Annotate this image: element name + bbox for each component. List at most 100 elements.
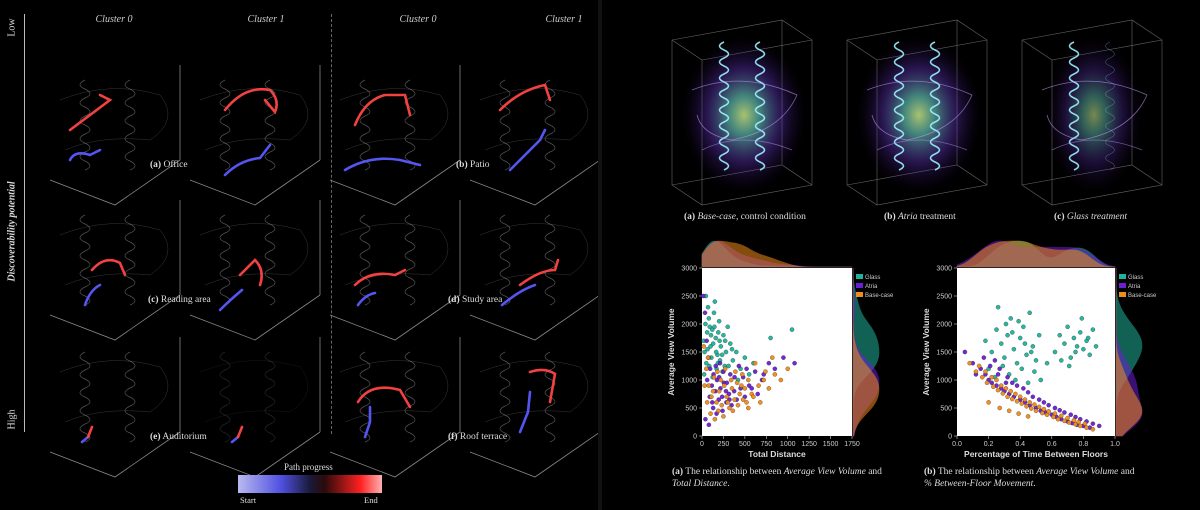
x-tick-label: 1750 — [844, 441, 860, 448]
scatter-point — [752, 369, 758, 374]
scatter-point — [785, 366, 790, 372]
scatter-point — [752, 360, 758, 366]
scatter-point — [1014, 383, 1020, 388]
scatter-point — [711, 374, 717, 380]
x-tick-label: 1250 — [801, 441, 817, 448]
scatter-point — [730, 408, 736, 414]
scatter-legend: Glass Atria Base-case — [1119, 274, 1157, 299]
y-tick-label: 0 — [693, 434, 697, 441]
volume-render-cube — [846, 19, 988, 206]
discoverability-axis-line — [24, 14, 25, 432]
background-trace — [199, 88, 309, 151]
scatter-point — [723, 349, 729, 355]
scatter-point — [1046, 409, 1051, 414]
path-end-segment — [86, 425, 94, 439]
scatter-point — [1021, 324, 1026, 330]
trajectory-panel — [189, 337, 321, 478]
movement-trace — [691, 80, 798, 141]
scatter-point — [701, 293, 706, 299]
scatter-point — [1081, 346, 1086, 352]
trajectory-figure: Low High Discoverability potential Clust… — [0, 0, 598, 510]
path-density-glow — [857, 37, 981, 193]
staircase-helix — [929, 41, 941, 171]
scatter-point — [703, 416, 708, 422]
scatter-point — [778, 377, 784, 383]
caption-reading-area: (c) Reading area — [148, 295, 211, 305]
scatter-point — [706, 316, 712, 321]
scatter-point — [1038, 377, 1043, 383]
scatter-point — [702, 310, 708, 316]
scatter-point — [1040, 410, 1045, 416]
movement-trace — [876, 139, 968, 151]
scatter-point — [1068, 412, 1073, 417]
density-curve — [956, 240, 1116, 268]
scatter-point — [1090, 427, 1096, 432]
background-trace — [499, 214, 511, 306]
scatter-point — [1065, 324, 1070, 330]
staircase-helix — [754, 41, 766, 171]
scatter-point — [1003, 386, 1009, 391]
y-tick-label: 2500 — [936, 294, 952, 301]
background-trace — [544, 214, 556, 306]
scatter-point — [735, 402, 741, 408]
scatter-point — [789, 327, 795, 332]
scatter-point — [722, 383, 727, 388]
scatter-point — [976, 363, 982, 369]
scatter-point — [724, 380, 730, 386]
path-end-segment — [90, 258, 127, 277]
scatter-point — [1059, 358, 1064, 363]
scatter-point — [1071, 335, 1077, 341]
staircase-helix — [893, 41, 905, 171]
scatter-point — [1021, 386, 1026, 391]
scatter-point — [1066, 420, 1072, 425]
scatter-point — [725, 324, 730, 330]
scatter-point — [719, 402, 724, 408]
path-end-segment — [353, 93, 412, 127]
scatter-point — [708, 344, 713, 349]
scatter-point — [704, 338, 709, 344]
scatter-point — [758, 400, 763, 405]
legend-entry: Glass — [865, 275, 880, 281]
scatter-point — [1078, 423, 1083, 429]
scatter-point — [1022, 397, 1028, 402]
scatter-point — [709, 394, 714, 400]
scatter-point — [1041, 400, 1047, 405]
scatter-point — [721, 332, 726, 338]
series-base-case — [967, 360, 1096, 432]
scatter-point — [704, 360, 709, 366]
divider-dashed — [331, 14, 332, 434]
scatter-point — [1036, 397, 1042, 402]
series-base-case — [701, 344, 790, 422]
scatter-point — [1085, 335, 1091, 341]
scatter-point — [1082, 421, 1088, 426]
y-tick-label: 3000 — [681, 266, 697, 273]
scatter-point — [746, 405, 751, 411]
scatter-point — [1003, 321, 1009, 327]
background-trace — [219, 214, 231, 306]
x-tick-label: 0 — [700, 441, 704, 448]
scatter-point — [728, 372, 733, 377]
movement-trace — [866, 80, 973, 141]
scatter-point — [1062, 418, 1067, 424]
legend-entry: Base-case — [1128, 293, 1157, 299]
scatter-point — [770, 355, 775, 360]
y-tick-label: 2500 — [681, 294, 697, 301]
path-end-segment — [238, 258, 263, 287]
trajectory-panel — [329, 337, 461, 478]
scatter-point — [999, 383, 1004, 388]
scatter-point — [1014, 360, 1020, 366]
scatter-point — [708, 332, 714, 338]
background-trace — [124, 214, 136, 306]
x-tick-label: 1000 — [780, 441, 796, 448]
density-curve — [1115, 268, 1143, 437]
scatter-point — [997, 405, 1002, 411]
scatter-point — [715, 369, 720, 374]
scatter-point — [992, 358, 998, 363]
scatter-point — [749, 386, 754, 391]
staircase-helix — [718, 41, 730, 171]
background-trace — [59, 360, 169, 423]
scatter-point — [722, 366, 728, 372]
scatter-point — [1008, 388, 1013, 394]
scatter-point — [987, 363, 993, 369]
caption-office: (a) Office — [150, 160, 188, 170]
